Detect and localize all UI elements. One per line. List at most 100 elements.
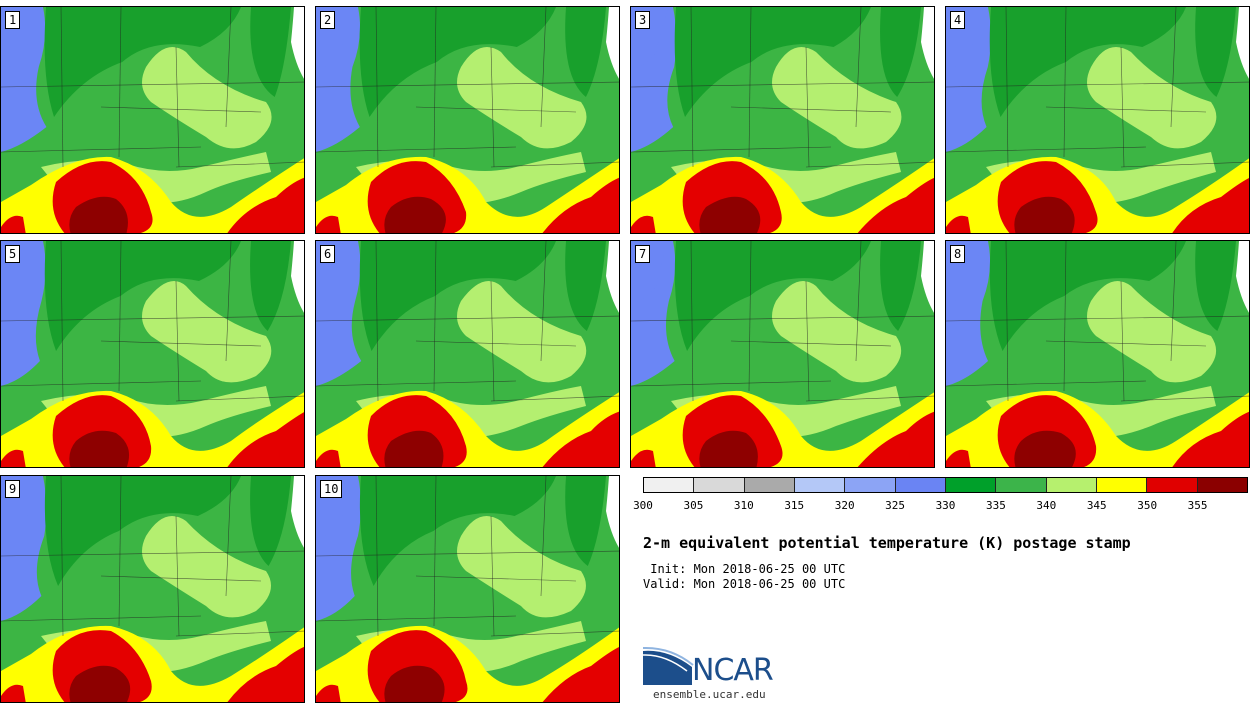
hot-air-region	[227, 412, 304, 467]
state-boundary	[316, 315, 619, 322]
state-boundary	[946, 315, 1249, 322]
colorbar-tick-label: 310	[733, 499, 754, 512]
state-boundary	[1170, 7, 1177, 128]
colorbar-swatch	[894, 478, 945, 492]
colorbar-tick-label: 345	[1086, 499, 1107, 512]
colorbar-swatch	[693, 478, 744, 492]
theta-e-map	[631, 241, 934, 467]
member-panel-3: 3	[630, 6, 935, 234]
state-boundary	[60, 476, 64, 637]
hot-air-region	[1, 449, 26, 467]
colorbar-swatch	[743, 478, 794, 492]
hot-air-region	[1172, 411, 1249, 467]
colorbar-swatch	[995, 478, 1046, 492]
state-boundary	[490, 630, 619, 637]
colorbar-tick-label: 300	[633, 499, 653, 512]
member-panel-2: 2	[315, 6, 620, 234]
hot-air-core	[384, 196, 446, 233]
hot-air-region	[316, 449, 341, 467]
moist-air-region	[250, 241, 291, 331]
colorbar-tick-label: 335	[985, 499, 1006, 512]
hot-air-region	[542, 411, 619, 467]
colorbar-tick-label: 315	[784, 499, 805, 512]
state-boundary	[433, 7, 437, 158]
state-boundary	[946, 81, 1249, 88]
state-boundary	[375, 476, 379, 637]
member-label: 5	[5, 245, 21, 263]
state-boundary	[316, 615, 517, 622]
state-boundary	[118, 7, 122, 158]
member-panel-10: 10	[315, 475, 620, 703]
state-boundary	[1170, 241, 1177, 362]
moist-air-region	[989, 241, 1186, 351]
state-boundary	[316, 380, 517, 387]
state-boundary	[490, 515, 495, 637]
state-boundary	[690, 7, 694, 168]
colorbar-tick-label: 330	[935, 499, 956, 512]
moist-air-region	[1195, 241, 1236, 331]
great-lake	[606, 7, 619, 79]
great-lake	[606, 476, 619, 548]
state-boundary	[540, 7, 547, 128]
great-lake	[1236, 241, 1249, 313]
theta-e-map	[1, 476, 304, 702]
state-boundary	[1005, 7, 1009, 168]
state-boundary	[415, 340, 577, 347]
state-boundary	[748, 7, 752, 158]
hot-air-region	[1, 215, 26, 233]
member-panel-9: 9	[0, 475, 305, 703]
moist-air-region	[250, 476, 291, 566]
hot-air-region	[857, 177, 934, 233]
state-boundary	[118, 241, 122, 392]
moist-air-region	[359, 7, 556, 117]
state-boundary	[100, 340, 262, 347]
moist-air-region	[44, 7, 242, 117]
moist-air-region	[674, 241, 871, 351]
moist-air-region	[674, 7, 871, 117]
state-boundary	[1, 81, 304, 88]
moist-air-region	[250, 7, 291, 97]
theta-e-map	[316, 7, 619, 233]
member-label: 8	[950, 245, 966, 263]
moist-air-region	[44, 476, 242, 586]
moist-air-region	[880, 7, 921, 97]
state-boundary	[415, 575, 577, 582]
hot-air-core	[69, 430, 129, 467]
state-boundary	[1, 550, 304, 557]
theta-e-map	[946, 7, 1249, 233]
member-label: 2	[320, 11, 336, 29]
moist-plume-region	[457, 47, 587, 149]
logo-text: NCAR	[692, 653, 774, 688]
state-boundary	[490, 395, 619, 402]
moist-air-region	[44, 241, 242, 351]
colorbar-swatch	[1146, 478, 1197, 492]
moist-plume-region	[1087, 47, 1217, 149]
state-boundary	[490, 46, 495, 168]
state-boundary	[631, 315, 934, 322]
hot-air-region	[227, 177, 304, 233]
hot-air-region	[542, 646, 619, 702]
member-label: 1	[5, 11, 21, 29]
member-panel-6: 6	[315, 240, 620, 468]
moist-air-region	[359, 476, 556, 586]
great-lake	[291, 241, 304, 313]
moist-plume-region	[457, 281, 587, 383]
theta-e-map	[631, 7, 934, 233]
state-boundary	[433, 476, 437, 627]
state-boundary	[375, 7, 379, 168]
member-panel-1: 1	[0, 6, 305, 234]
state-boundary	[316, 550, 619, 557]
state-boundary	[175, 630, 304, 637]
state-boundary	[805, 46, 810, 168]
member-panel-5: 5	[0, 240, 305, 468]
state-boundary	[415, 106, 577, 113]
state-boundary	[946, 146, 1147, 153]
state-boundary	[855, 7, 862, 128]
hot-air-core	[699, 196, 761, 233]
state-boundary	[1, 615, 202, 622]
init-time: Init: Mon 2018-06-25 00 UTC	[643, 562, 846, 576]
member-label: 4	[950, 11, 966, 29]
state-boundary	[100, 575, 262, 582]
state-boundary	[490, 280, 495, 402]
state-boundary	[805, 395, 934, 402]
